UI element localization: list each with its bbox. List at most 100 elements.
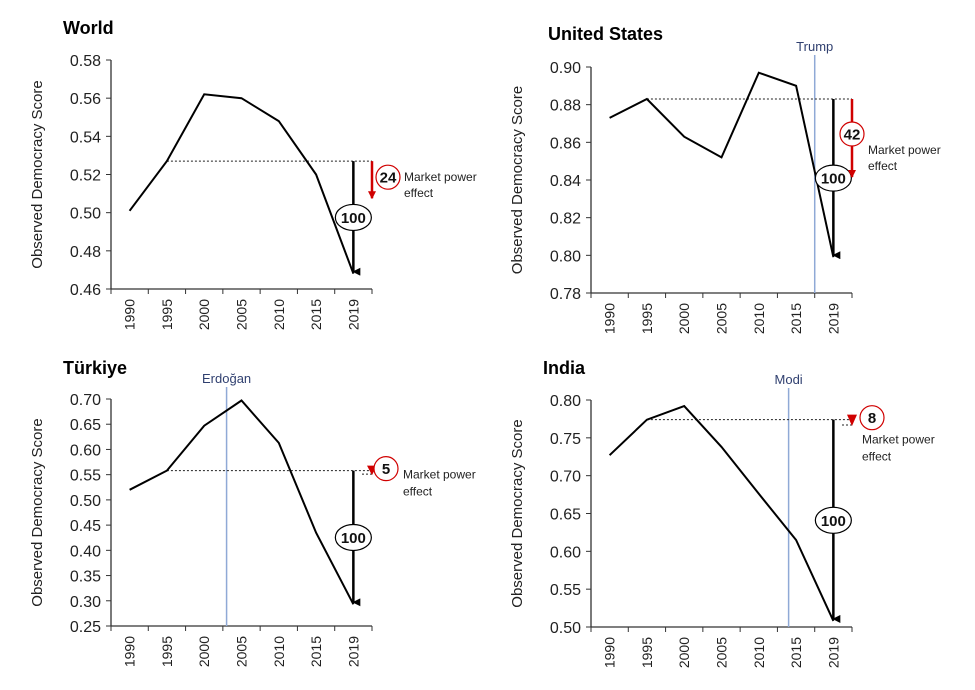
x-tick-label: 1990	[122, 299, 138, 330]
y-axis-label: Observed Democracy Score	[29, 80, 46, 268]
leader-marker-label: Erdoğan	[202, 371, 251, 386]
x-tick-label: 2005	[714, 303, 730, 334]
y-tick-label: 0.80	[550, 393, 581, 410]
y-axis-label: Observed Democracy Score	[29, 418, 46, 606]
y-tick-label: 0.88	[550, 98, 581, 115]
x-tick-label: 1990	[602, 637, 618, 668]
market-power-effect-value: 5	[382, 461, 390, 478]
x-tick-label: 2010	[271, 636, 287, 667]
x-tick-label: 2015	[308, 636, 324, 667]
market-power-effect-text: Market power	[862, 433, 935, 447]
market-power-effect-text: effect	[404, 186, 434, 200]
chart-panel-world: World Observed Democracy Score 0.46 0.48 0.5…	[29, 18, 477, 330]
market-power-effect-badge	[375, 164, 401, 190]
x-tick-label: 2010	[751, 303, 767, 334]
x-tick-label: 2019	[825, 637, 841, 668]
democracy-score-line	[128, 93, 355, 275]
chart-title: Türkiye	[63, 358, 127, 378]
market-power-effect-text: effect	[862, 450, 892, 464]
democracy-score-line	[129, 399, 355, 605]
y-tick-label: 0.35	[70, 569, 101, 586]
x-tick-label: 2000	[196, 299, 212, 330]
x-tick-label: 1990	[602, 303, 618, 334]
y-tick-label: 0.60	[70, 442, 101, 459]
x-tick-label: 1995	[639, 637, 655, 668]
y-tick-label: 0.56	[70, 91, 101, 108]
y-axis-label: Observed Democracy Score	[509, 86, 526, 274]
market-power-effect-text: effect	[868, 159, 898, 173]
market-power-effect-badge	[859, 405, 885, 431]
y-tick-label: 0.60	[550, 544, 581, 561]
chart-panel-t-rkiye: Türkiye Observed Democracy Score 0.25 0.30 0…	[29, 358, 476, 667]
chart-title: United States	[548, 24, 663, 44]
x-tick-label: 2005	[714, 637, 730, 668]
y-tick-label: 0.48	[70, 244, 101, 261]
y-tick-label: 0.50	[70, 206, 101, 223]
y-tick-label: 0.65	[70, 417, 101, 434]
y-tick-label: 0.45	[70, 518, 101, 535]
y-tick-label: 0.30	[70, 594, 101, 611]
x-tick-label: 1995	[639, 303, 655, 334]
x-tick-label: 1995	[159, 636, 175, 667]
x-tick-label: 2019	[345, 636, 361, 667]
y-tick-label: 0.50	[70, 493, 101, 510]
market-power-effect-value: 8	[868, 410, 876, 427]
x-tick-label: 2000	[676, 303, 692, 334]
y-tick-label: 0.52	[70, 168, 101, 185]
market-power-effect-arrow	[847, 414, 857, 426]
y-tick-label: 0.82	[550, 211, 581, 228]
x-tick-label: 2015	[308, 299, 324, 330]
x-tick-label: 2015	[788, 303, 804, 334]
chart-panel-india: India Observed Democracy Score 0.50 0.55 0.6…	[509, 358, 935, 668]
total-decline-badge	[334, 523, 372, 552]
market-power-effect-value: 24	[380, 170, 397, 187]
y-tick-label: 0.54	[70, 129, 101, 146]
total-decline-label: 100	[821, 171, 846, 188]
total-decline-badge	[814, 506, 852, 534]
x-tick-label: 2015	[788, 637, 804, 668]
x-tick-label: 2010	[271, 299, 287, 330]
x-tick-label: 1995	[159, 299, 175, 330]
chart-title: India	[543, 358, 586, 378]
y-tick-label: 0.75	[550, 431, 581, 448]
y-tick-label: 0.70	[70, 392, 101, 409]
y-tick-label: 0.90	[550, 60, 581, 77]
y-tick-label: 0.84	[550, 173, 581, 190]
leader-marker-label: Modi	[775, 372, 803, 387]
y-axis-label: Observed Democracy Score	[509, 419, 526, 607]
democracy-score-line	[609, 71, 835, 258]
x-tick-label: 2000	[196, 636, 212, 667]
chart-title: World	[63, 18, 114, 38]
market-power-effect-text: effect	[403, 485, 433, 499]
x-tick-label: 2005	[234, 636, 250, 667]
market-power-effect-badge	[839, 121, 865, 147]
y-tick-label: 0.40	[70, 543, 101, 560]
total-decline-label: 100	[821, 513, 846, 530]
x-tick-label: 2010	[751, 637, 767, 668]
democracy-score-line	[608, 404, 835, 622]
total-decline-badge	[334, 203, 372, 232]
market-power-effect-badge	[373, 456, 399, 482]
x-tick-label: 2000	[676, 637, 692, 668]
market-power-effect-text: Market power	[868, 143, 941, 157]
x-tick-label: 2005	[234, 299, 250, 330]
total-decline-label: 100	[341, 530, 366, 547]
y-tick-label: 0.58	[70, 53, 101, 70]
y-tick-label: 0.86	[550, 135, 581, 152]
leader-marker-label: Trump	[796, 39, 833, 54]
x-tick-label: 1990	[122, 636, 138, 667]
y-tick-label: 0.80	[550, 248, 581, 265]
y-tick-label: 0.55	[550, 582, 581, 599]
y-tick-label: 0.70	[550, 469, 581, 486]
x-tick-label: 2019	[825, 303, 841, 334]
market-power-effect-text: Market power	[403, 468, 476, 482]
total-decline-badge	[814, 164, 852, 192]
total-decline-label: 100	[341, 210, 366, 227]
y-tick-label: 0.50	[550, 620, 581, 637]
market-power-effect-value: 42	[844, 127, 861, 144]
market-power-effect-text: Market power	[404, 170, 477, 184]
y-tick-label: 0.25	[70, 619, 101, 636]
chart-panel-united-states: United States Observed Democracy Score 0.7…	[509, 24, 941, 334]
y-tick-label: 0.65	[550, 507, 581, 524]
